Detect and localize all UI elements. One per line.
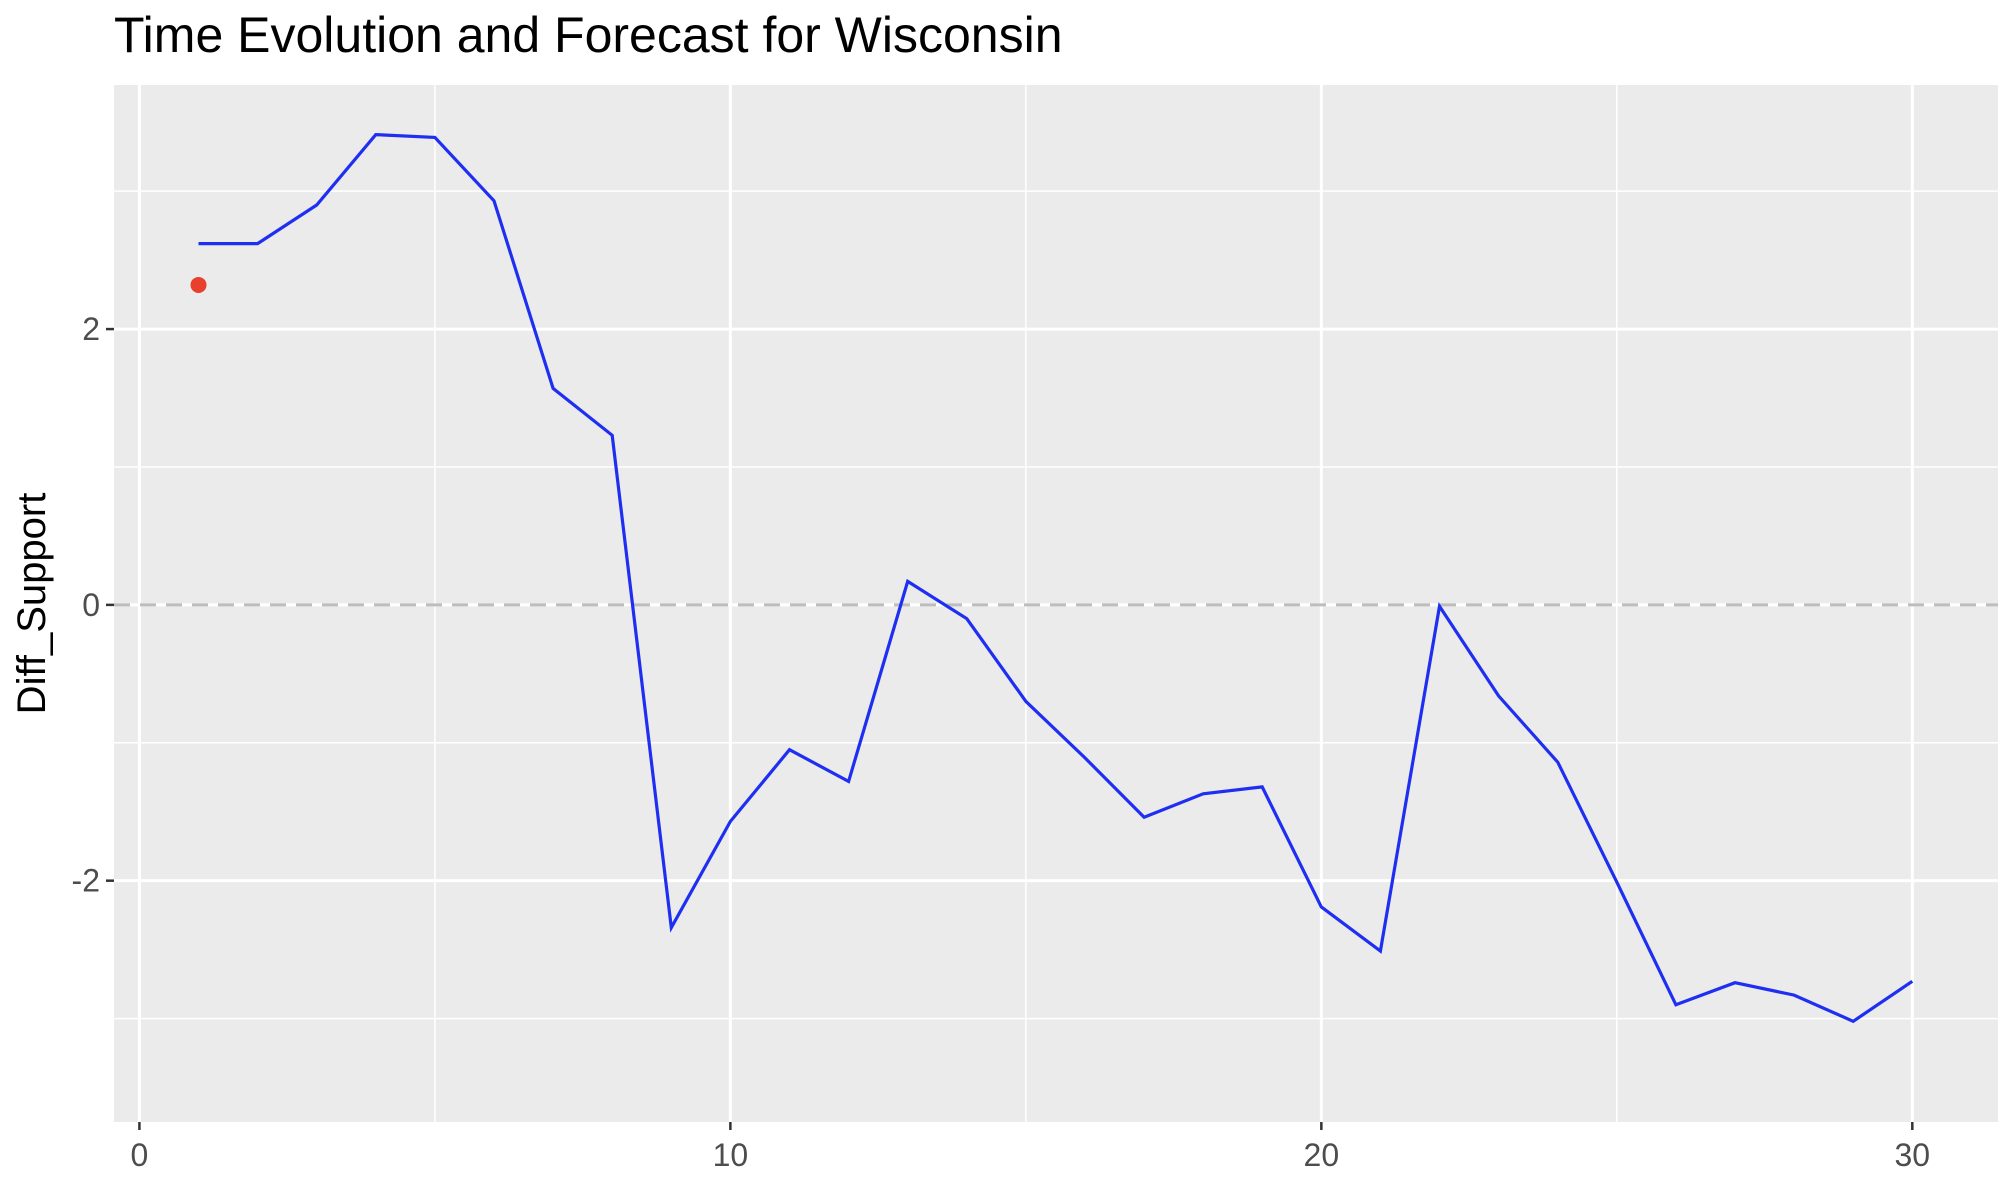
series-group [198,132,1914,1024]
y-tick-label: 0 [82,587,100,623]
data-point-0 [190,276,207,293]
points-group [190,276,207,293]
x-tick-label: 10 [713,1137,749,1173]
x-axis: 0 10 20 30 [131,1122,1931,1173]
x-tick-label: 0 [131,1137,149,1173]
y-axis: -2 0 2 [72,311,114,899]
series-line-0 [198,132,1914,1024]
x-tick-label: 30 [1895,1137,1931,1173]
y-axis-title: Diff_Support [10,493,54,715]
y-tick-label: 2 [82,311,100,347]
y-tick-label: -2 [72,863,100,899]
x-tick-label: 20 [1304,1137,1340,1173]
chart-title: Time Evolution and Forecast for Wisconsi… [114,7,1063,63]
